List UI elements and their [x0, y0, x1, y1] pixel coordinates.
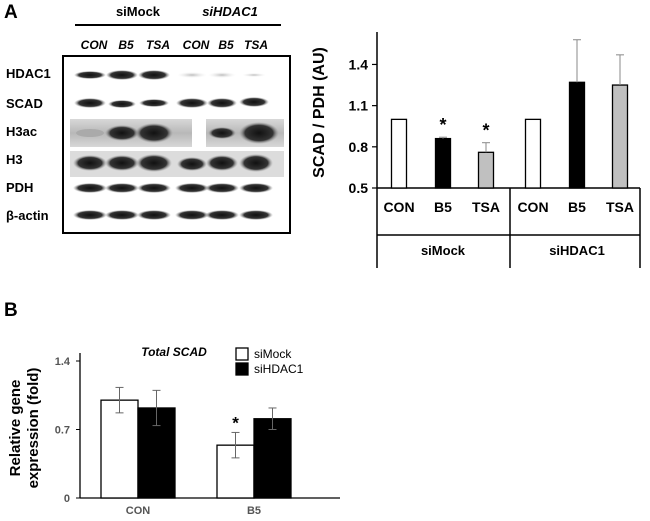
x-tick-label: B5: [247, 505, 261, 517]
y-tick-label: 0.7: [55, 425, 70, 437]
bar: [611, 84, 629, 189]
legend-label: siMock: [254, 347, 292, 361]
x-tick-label: CON: [517, 199, 548, 215]
x-tick-label: CON: [383, 199, 414, 215]
y-tick-label: 0.5: [349, 180, 369, 196]
y-tick-label: 0: [64, 493, 70, 505]
group-label: siMock: [421, 243, 466, 258]
wb-lane-label: CON: [80, 38, 108, 52]
y-tick-label: 1.1: [349, 98, 369, 114]
legend-label: siHDAC1: [254, 362, 304, 376]
legend-swatch: [235, 362, 249, 376]
bar: [524, 118, 542, 189]
y-axis-label-line-2: expression (fold): [25, 368, 42, 489]
x-tick-label: TSA: [606, 199, 634, 215]
wb-lane-label: B5: [118, 38, 134, 52]
bar: [434, 137, 452, 189]
y-tick-label: 1.4: [55, 356, 71, 368]
wb-row-label: SCAD: [6, 96, 43, 111]
x-tick-label: B5: [568, 199, 586, 215]
wb-row-label: PDH: [6, 180, 34, 195]
wb-row-label: H3: [6, 152, 23, 167]
y-axis-label: SCAD / PDH (AU): [311, 47, 328, 178]
y-tick-label: 0.8: [349, 139, 369, 155]
bar: [568, 81, 586, 189]
wb-lane-label: TSA: [146, 38, 170, 52]
y-axis-label-line-1: Relative gene: [7, 380, 24, 477]
wb-row-label: H3ac: [6, 124, 38, 139]
bar: [253, 418, 292, 499]
panel-a-letter: A: [4, 2, 18, 23]
x-tick-label: CON: [126, 505, 151, 517]
x-tick-label: B5: [434, 199, 452, 215]
significance-marker: *: [439, 115, 446, 135]
wb-group-sihdac1-underline: [177, 24, 281, 26]
x-tick-label: TSA: [472, 199, 500, 215]
wb-row-label: HDAC1: [6, 66, 51, 81]
panel-b-letter: B: [4, 300, 18, 321]
wb-lane-label: TSA: [244, 38, 268, 52]
y-tick-label: 1.4: [349, 56, 369, 72]
chart-title: Total SCAD: [141, 345, 207, 359]
wb-lane-label: CON: [182, 38, 210, 52]
wb-group-simock: siMock: [115, 4, 161, 19]
wb-group-sihdac1: siHDAC1: [202, 4, 258, 19]
wb-lane-label: B5: [218, 38, 234, 52]
wb-row-label: β-actin: [6, 208, 49, 223]
significance-marker: *: [482, 121, 489, 141]
chart-total-scad: 0 0.7 1.4 Relative gene expression (fold) Tot…: [7, 345, 340, 517]
significance-marker: *: [232, 413, 239, 432]
wb-group-simock-underline: [75, 24, 181, 26]
bar: [477, 151, 495, 189]
blot-bands: [70, 70, 284, 220]
legend-swatch: [235, 347, 249, 361]
bar: [100, 399, 139, 499]
bar: [390, 118, 408, 189]
group-label: siHDAC1: [549, 243, 605, 258]
western-blot-image: [62, 55, 291, 234]
chart-scad-pdh: 0.5 0.8 1.1 1.4 SCAD / PDH (AU) CON * B5 * TSA CON…: [311, 32, 641, 268]
